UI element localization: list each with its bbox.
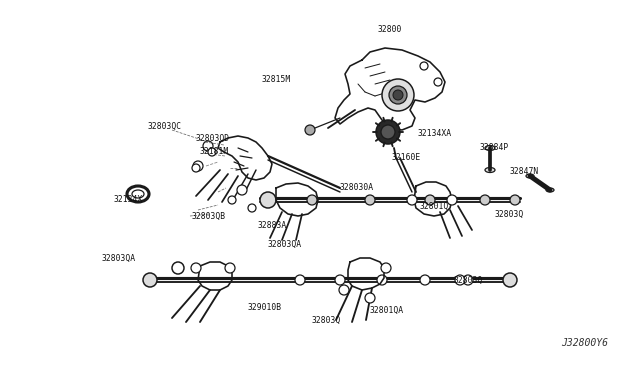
Text: 32803QB: 32803QB	[192, 212, 226, 221]
Circle shape	[425, 195, 435, 205]
Ellipse shape	[526, 174, 534, 178]
Circle shape	[228, 196, 236, 204]
Circle shape	[191, 263, 201, 273]
Circle shape	[389, 86, 407, 104]
Circle shape	[420, 275, 430, 285]
Circle shape	[305, 125, 315, 135]
Circle shape	[172, 262, 184, 274]
Circle shape	[335, 275, 345, 285]
Circle shape	[463, 275, 473, 285]
Circle shape	[510, 195, 520, 205]
Text: 32803QA: 32803QA	[268, 240, 302, 248]
Circle shape	[192, 164, 200, 172]
Text: 32800: 32800	[378, 26, 402, 35]
Text: 32803Q: 32803Q	[495, 209, 524, 218]
Circle shape	[407, 195, 417, 205]
Text: 32160E: 32160E	[392, 154, 421, 163]
Circle shape	[208, 148, 216, 156]
Circle shape	[339, 285, 349, 295]
Circle shape	[377, 275, 387, 285]
Text: 32181M: 32181M	[200, 148, 229, 157]
Circle shape	[260, 192, 276, 208]
Ellipse shape	[485, 167, 495, 173]
Ellipse shape	[485, 145, 495, 151]
Circle shape	[455, 275, 465, 285]
Circle shape	[381, 263, 391, 273]
Circle shape	[307, 195, 317, 205]
Circle shape	[365, 293, 375, 303]
Circle shape	[365, 195, 375, 205]
Circle shape	[237, 185, 247, 195]
Text: 32883A: 32883A	[258, 221, 287, 231]
Circle shape	[434, 78, 442, 86]
Text: 32803Q: 32803Q	[312, 315, 341, 324]
Text: J32800Y6: J32800Y6	[561, 338, 608, 348]
Circle shape	[480, 195, 490, 205]
Text: 32803QD: 32803QD	[196, 134, 230, 142]
Circle shape	[193, 161, 203, 171]
Text: 32803Q: 32803Q	[454, 276, 483, 285]
Text: 329010B: 329010B	[248, 304, 282, 312]
Text: 32134X: 32134X	[114, 196, 143, 205]
Text: 32847N: 32847N	[510, 167, 540, 176]
Circle shape	[263, 195, 273, 205]
Text: 32801QA: 32801QA	[370, 305, 404, 314]
Text: 32884P: 32884P	[480, 144, 509, 153]
Circle shape	[376, 120, 400, 144]
Text: 32803QA: 32803QA	[102, 253, 136, 263]
Text: 32801Q: 32801Q	[420, 202, 449, 211]
Circle shape	[382, 79, 414, 111]
Text: 32815M: 32815M	[262, 76, 291, 84]
Circle shape	[248, 204, 256, 212]
Text: 328030A: 328030A	[340, 183, 374, 192]
Circle shape	[203, 141, 213, 151]
Circle shape	[381, 125, 395, 139]
Circle shape	[503, 273, 517, 287]
Circle shape	[225, 263, 235, 273]
Circle shape	[143, 273, 157, 287]
Circle shape	[295, 275, 305, 285]
Circle shape	[420, 62, 428, 70]
Ellipse shape	[546, 188, 554, 192]
Text: 32134XA: 32134XA	[418, 129, 452, 138]
Text: 32803QC: 32803QC	[148, 122, 182, 131]
Circle shape	[447, 195, 457, 205]
Circle shape	[393, 90, 403, 100]
